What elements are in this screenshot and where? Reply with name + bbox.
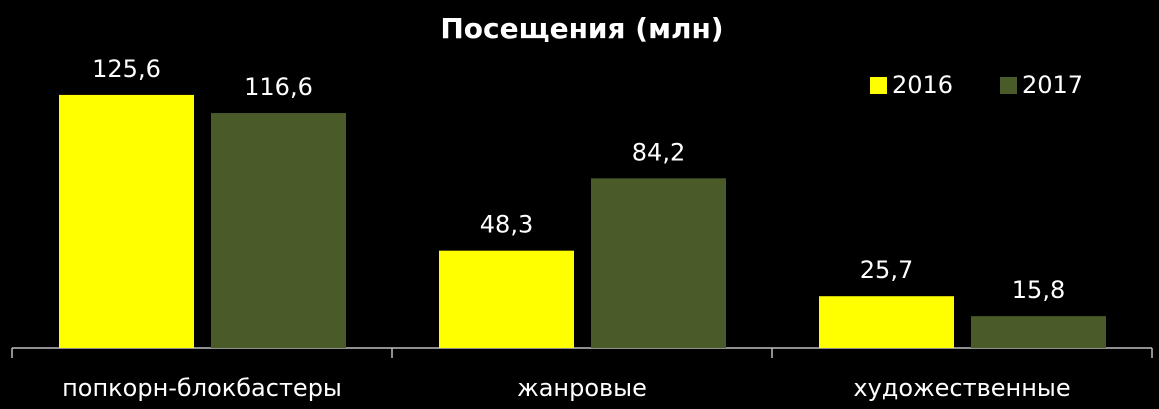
value-label: 15,8	[1012, 276, 1065, 304]
legend-label: 2017	[1022, 71, 1083, 99]
value-label: 48,3	[480, 211, 533, 239]
bar	[819, 296, 954, 348]
bar	[211, 113, 346, 349]
legend-label: 2016	[892, 71, 953, 99]
legend-swatch	[870, 77, 887, 94]
chart-title: Посещения (млн)	[440, 12, 723, 45]
bar	[439, 250, 574, 348]
x-tick-label: попкорн-блокбастеры	[62, 374, 342, 402]
legend-swatch	[1000, 77, 1017, 94]
bar	[971, 316, 1106, 348]
value-label: 84,2	[632, 138, 685, 166]
value-label: 25,7	[860, 256, 913, 284]
value-label: 116,6	[244, 73, 313, 101]
bar	[59, 94, 194, 348]
x-tick-label: жанровые	[517, 374, 647, 402]
value-label: 125,6	[92, 55, 161, 83]
x-tick-label: художественные	[853, 374, 1070, 402]
bar	[591, 178, 726, 348]
